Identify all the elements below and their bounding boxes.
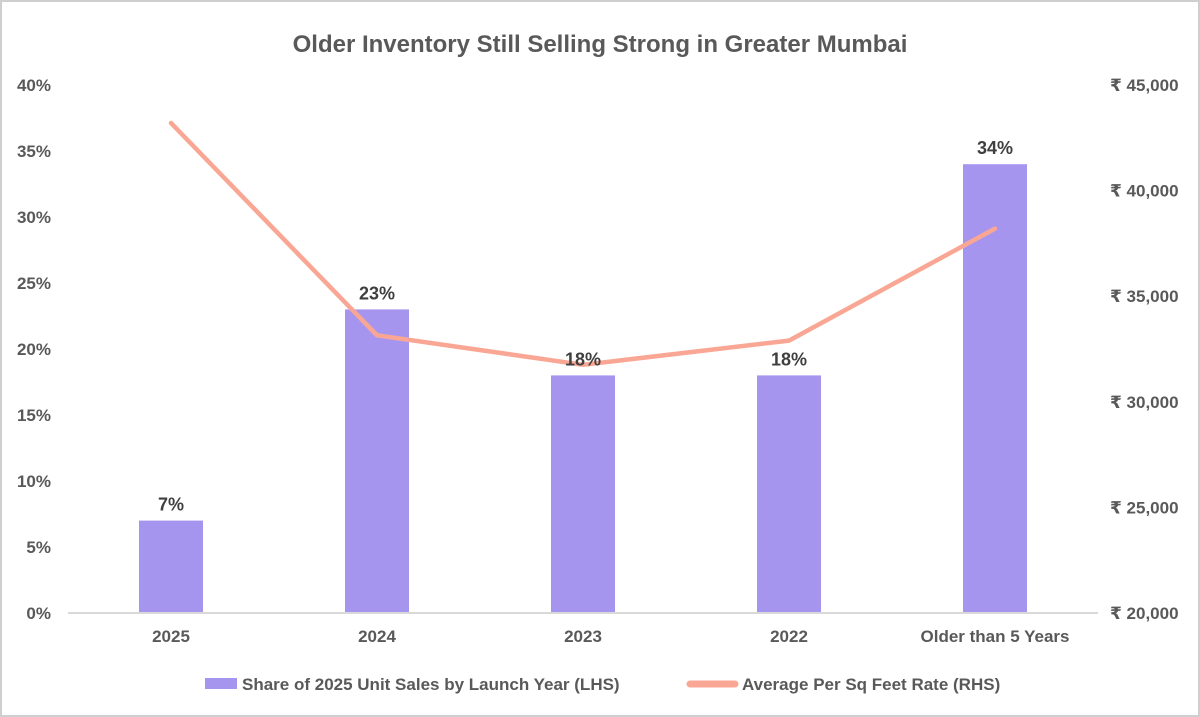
right-axis-tick-label: ₹ 45,000 (1110, 76, 1179, 95)
category-label: 2023 (564, 627, 602, 646)
bar (345, 309, 409, 613)
bar (139, 520, 203, 613)
bar (963, 164, 1027, 613)
left-axis-tick-label: 15% (17, 406, 51, 425)
rate-line (168, 120, 998, 368)
bar-data-label: 18% (771, 349, 807, 369)
category-label: 2025 (152, 627, 190, 646)
bar-data-labels: 7% 23% 18% 18% 34% (158, 138, 1013, 514)
left-axis-tick-label: 30% (17, 208, 51, 227)
bar-data-label: 34% (977, 138, 1013, 158)
chart-title: Older Inventory Still Selling Strong in … (293, 31, 908, 58)
right-axis-tick-label: ₹ 25,000 (1110, 498, 1179, 517)
right-axis: ₹ 20,000 ₹ 25,000 ₹ 30,000 ₹ 35,000 ₹ 40,000… (1110, 76, 1179, 623)
left-axis-tick-label: 20% (17, 340, 51, 359)
left-axis-tick-label: 10% (17, 472, 51, 491)
legend-bar-swatch (205, 678, 237, 689)
legend-line-label: Average Per Sq Feet Rate (RHS) (742, 675, 1000, 694)
legend: Share of 2025 Unit Sales by Launch Year … (205, 675, 1000, 694)
category-label: 2022 (770, 627, 808, 646)
category-label: Older than 5 Years (921, 627, 1070, 646)
right-axis-tick-label: ₹ 20,000 (1110, 604, 1179, 623)
bar-data-label: 23% (359, 283, 395, 303)
category-label: 2024 (358, 627, 396, 646)
left-axis-tick-label: 40% (17, 76, 51, 95)
line-series (168, 120, 998, 368)
legend-bar-label: Share of 2025 Unit Sales by Launch Year … (242, 675, 620, 694)
bar-series (139, 164, 1027, 613)
left-axis-tick-label: 25% (17, 274, 51, 293)
bar (757, 375, 821, 613)
left-axis-tick-label: 0% (26, 604, 51, 623)
left-axis-tick-label: 35% (17, 142, 51, 161)
bar-data-label: 7% (158, 495, 184, 515)
left-axis: 0% 5% 10% 15% 20% 25% 30% 35% 40% (17, 76, 51, 623)
category-axis: 2025 2024 2023 2022 Older than 5 Years (152, 627, 1069, 646)
bar-data-label: 18% (565, 349, 601, 369)
right-axis-tick-label: ₹ 35,000 (1110, 287, 1179, 306)
right-axis-tick-label: ₹ 40,000 (1110, 182, 1179, 201)
bar (551, 375, 615, 613)
right-axis-tick-label: ₹ 30,000 (1110, 393, 1179, 412)
left-axis-tick-label: 5% (26, 538, 51, 557)
